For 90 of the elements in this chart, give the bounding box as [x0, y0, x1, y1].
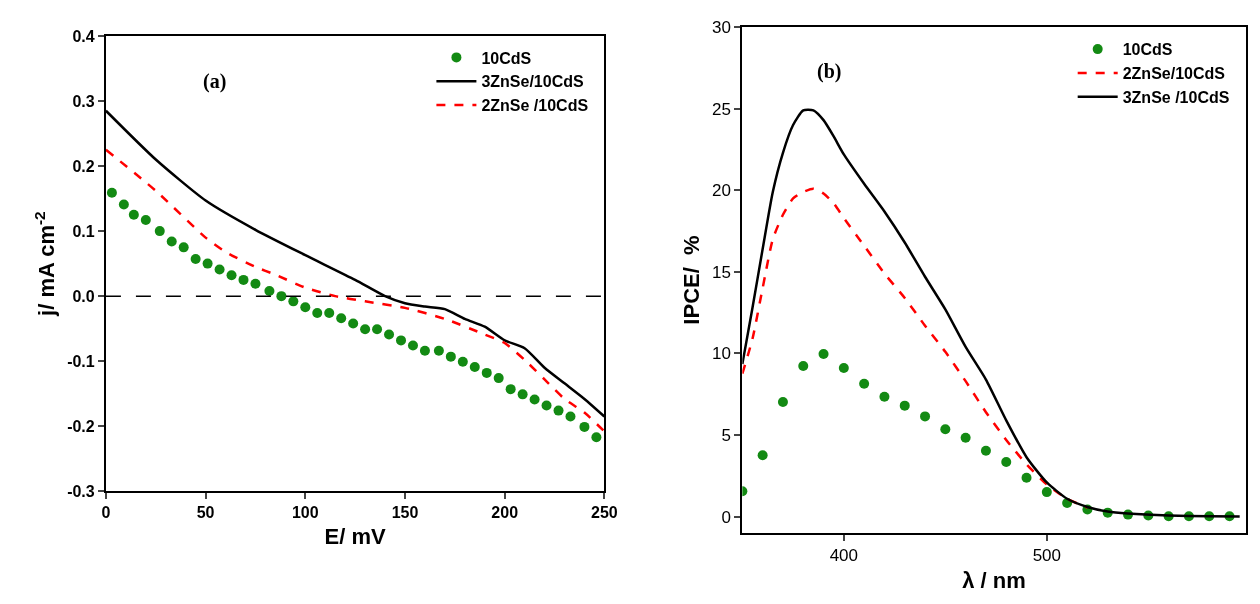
y-tick-label: -0.1	[67, 352, 95, 370]
y-tick-label: -0.2	[67, 417, 95, 435]
point	[384, 329, 395, 340]
y-tick-label: 0.1	[72, 222, 95, 240]
y-tick-label: 15	[712, 262, 731, 282]
point	[128, 209, 139, 220]
y-axis-title: IPCE/ %	[679, 235, 705, 325]
point	[348, 318, 359, 329]
point	[798, 361, 809, 371]
point	[324, 308, 335, 319]
legend-label: 2ZnSe/10CdS	[1122, 65, 1226, 83]
point	[579, 421, 590, 432]
point	[300, 302, 311, 313]
point	[940, 424, 951, 435]
point	[288, 296, 299, 307]
point	[517, 389, 528, 400]
point	[396, 335, 407, 346]
legend-label: 3ZnSe/10CdS	[481, 73, 584, 91]
x-tick-label: 150	[391, 504, 419, 522]
point	[818, 348, 829, 359]
point	[140, 215, 151, 226]
point	[859, 378, 870, 389]
point	[336, 313, 347, 324]
point	[250, 278, 261, 289]
x-axis-title: E/ mV	[324, 523, 387, 549]
point	[493, 373, 504, 384]
x-tick-label: 500	[1032, 546, 1062, 566]
point	[1041, 487, 1052, 498]
point	[529, 394, 540, 405]
legend-label: 10CdS	[481, 49, 532, 67]
point	[899, 400, 910, 411]
point	[481, 367, 492, 378]
x-tick-label: 100	[291, 504, 319, 522]
y-tick-label: -0.3	[67, 482, 95, 500]
point	[541, 400, 552, 411]
point	[118, 199, 129, 210]
y-tick-label: 20	[712, 181, 731, 201]
y-tick-label: 25	[712, 99, 731, 119]
x-tick-label: 250	[591, 504, 618, 522]
point	[190, 254, 201, 265]
point	[1021, 472, 1032, 483]
point	[591, 432, 602, 443]
legend-label: 10CdS	[1122, 41, 1173, 59]
point	[879, 391, 890, 402]
x-tick-label: 200	[491, 504, 519, 522]
point	[838, 362, 849, 373]
point	[264, 285, 275, 296]
x-tick-label: 400	[829, 546, 859, 566]
point	[777, 397, 788, 408]
point	[505, 384, 516, 395]
y-tick-label: 0.4	[72, 27, 95, 45]
legend-label: 3ZnSe /10CdS	[1122, 88, 1230, 106]
y-tick-label: 0.2	[72, 157, 95, 175]
point	[154, 226, 165, 237]
point	[166, 236, 177, 247]
point	[419, 345, 430, 356]
x-axis-title: λ / nm	[962, 567, 1026, 593]
y-tick-label: 0.0	[72, 287, 95, 305]
point	[980, 445, 991, 456]
line-series	[105, 148, 605, 433]
point	[312, 308, 323, 319]
point	[457, 356, 468, 367]
point	[238, 274, 249, 285]
point	[178, 242, 189, 253]
y-tick-label: 0.3	[72, 92, 95, 110]
x-tick-label: 50	[196, 504, 215, 522]
x-tick-label: 0	[101, 504, 111, 522]
annotation: (a)	[203, 70, 227, 93]
point	[106, 187, 117, 198]
point	[445, 351, 456, 362]
point	[565, 411, 576, 422]
point	[202, 258, 213, 269]
point	[469, 362, 480, 373]
y-tick-label: 30	[712, 18, 731, 38]
point	[960, 432, 971, 443]
point	[372, 324, 383, 335]
annotation: (b)	[817, 60, 842, 83]
legend-label: 2ZnSe /10CdS	[481, 97, 589, 115]
point	[1001, 456, 1012, 467]
point	[757, 450, 768, 461]
point	[226, 270, 237, 281]
point	[407, 340, 418, 351]
point	[920, 411, 931, 422]
y-tick-label: 10	[712, 344, 731, 364]
point	[360, 324, 371, 335]
point	[214, 264, 225, 275]
point	[433, 345, 444, 356]
y-tick-label: 5	[721, 425, 731, 445]
point	[276, 291, 287, 302]
point	[553, 405, 564, 416]
